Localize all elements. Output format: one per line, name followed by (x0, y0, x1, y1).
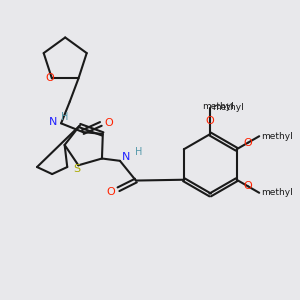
Text: O: O (45, 74, 54, 83)
Text: methyl: methyl (262, 188, 293, 197)
Text: O: O (106, 187, 115, 196)
Text: O: O (244, 181, 252, 191)
Text: N: N (122, 152, 130, 162)
Text: N: N (49, 117, 57, 127)
Text: methyl: methyl (262, 132, 293, 141)
Text: methyl: methyl (212, 103, 244, 112)
Text: O: O (105, 118, 113, 128)
Text: O: O (244, 138, 252, 148)
Text: methyl: methyl (202, 102, 234, 111)
Text: O: O (206, 116, 214, 126)
Text: H: H (61, 112, 69, 122)
Text: H: H (135, 146, 142, 157)
Text: S: S (74, 164, 81, 174)
